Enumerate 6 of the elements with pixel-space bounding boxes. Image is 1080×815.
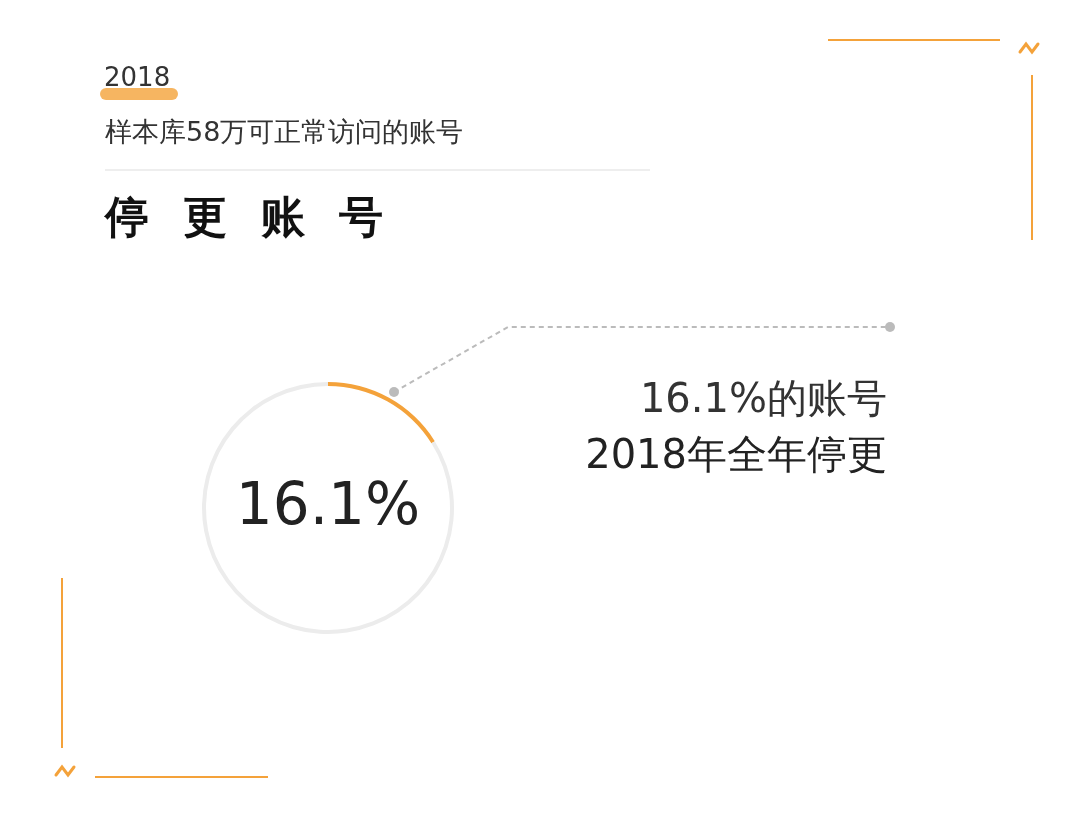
chart-subtitle: 样本库58万可正常访问的账号 (105, 115, 464, 149)
text: 2018年全年停更 (585, 430, 887, 479)
text: 2018 (104, 62, 171, 92)
chart-title: 停更账号 (105, 190, 417, 244)
text: 16.1%的账号 (638, 374, 887, 423)
text: 16.1% (234, 470, 422, 538)
